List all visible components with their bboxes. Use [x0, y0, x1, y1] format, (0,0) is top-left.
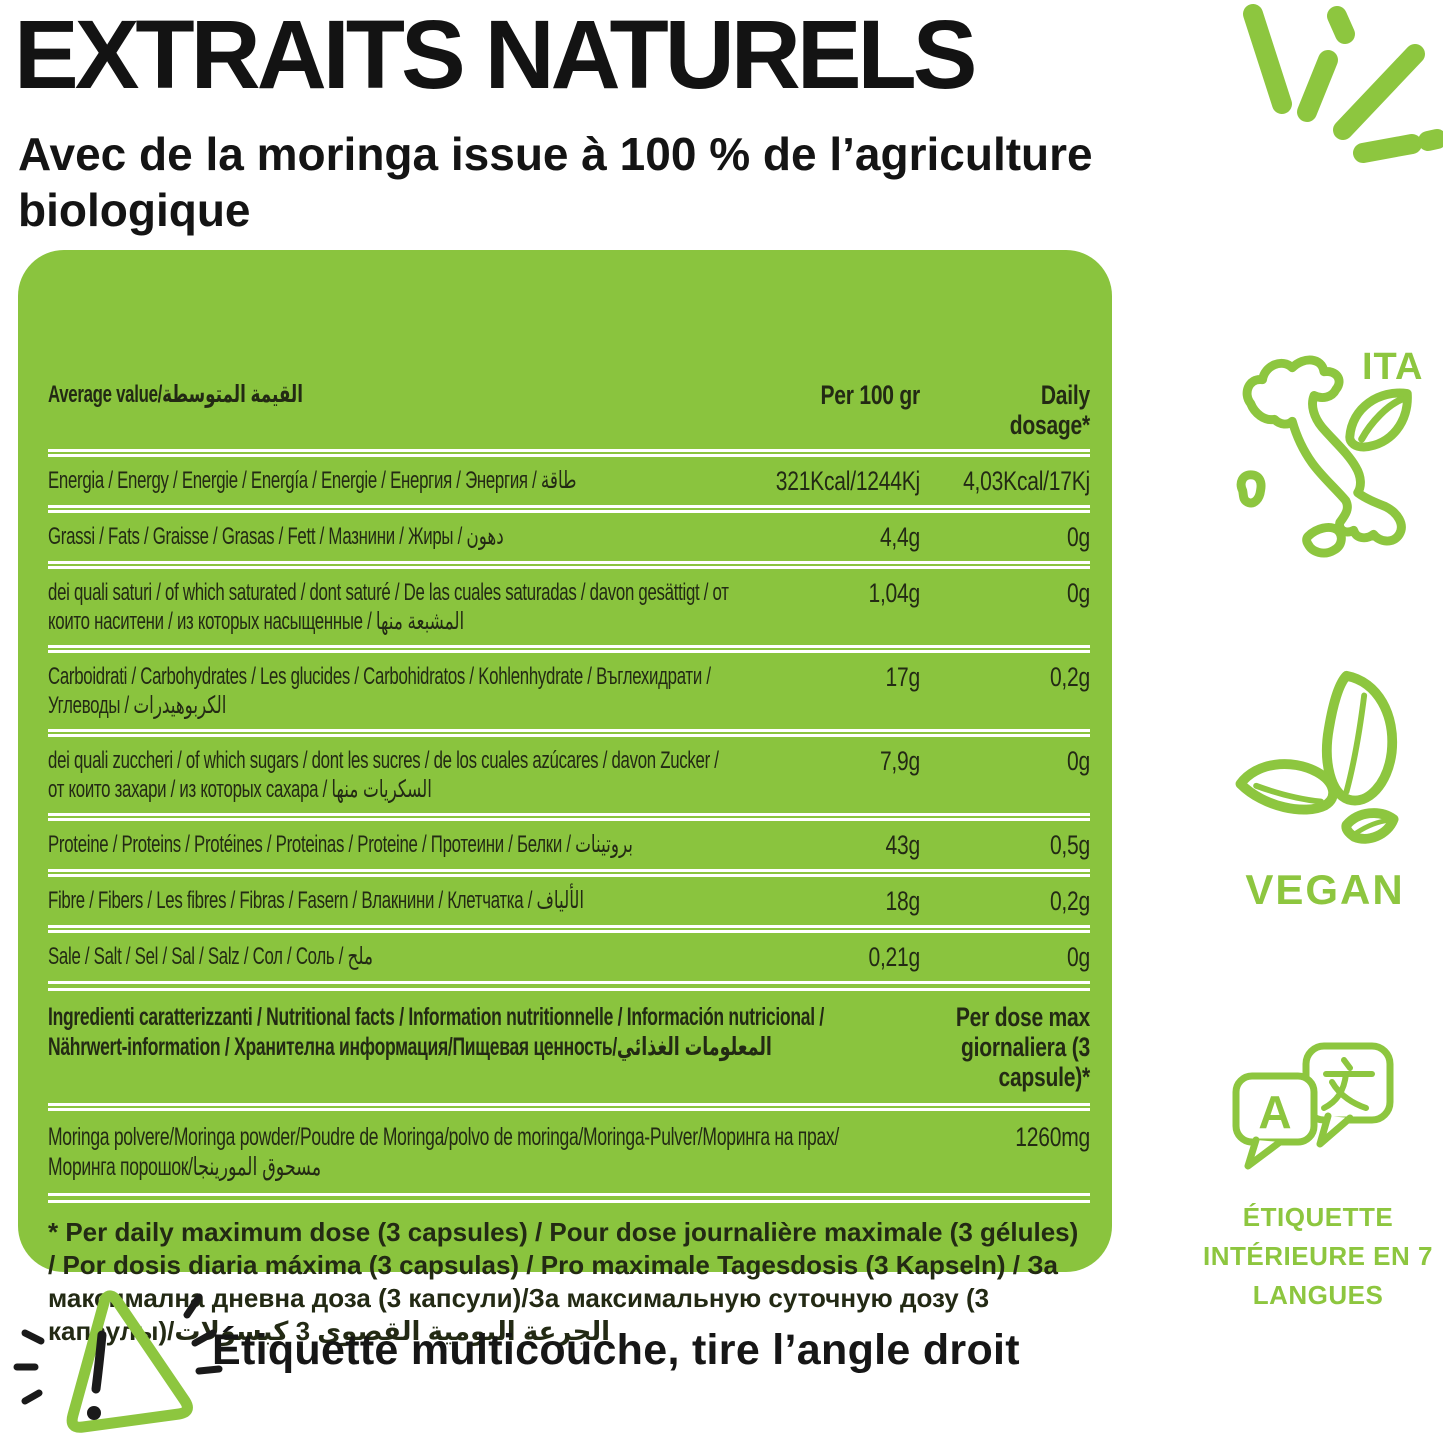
table-header-average-value: Average value/القيمة المتوسطة: [48, 381, 303, 408]
chinese-character: [1321, 1057, 1375, 1111]
row-per100-value: 0,21g: [868, 942, 920, 972]
row-daily-value: 0,2g: [1049, 662, 1090, 692]
languages-label: ÉTIQUETTE INTÉRIEURE EN 7 LANGUES: [1203, 1202, 1433, 1310]
emphasis-dashes: [13, 1293, 223, 1405]
vegan-label: VEGAN: [1245, 866, 1405, 913]
row-label: Grassi / Fats / Graisse / Grasas / Fett …: [48, 523, 504, 550]
leaf-vein: [1358, 396, 1405, 443]
row-daily-value: 4,03Kcal/17Kj: [963, 466, 1090, 496]
row-per100-value: 17g: [885, 662, 921, 692]
row-per100-value: 321Kcal/1244Kj: [775, 466, 920, 496]
table-row-fats: Grassi / Fats / Graisse / Grasas / Fett …: [48, 514, 1090, 560]
vegan-leaves-icon: [1235, 670, 1399, 844]
row-dose-value: 1260mg: [1015, 1122, 1090, 1152]
table-header-per-100: Per 100 gr: [820, 380, 920, 410]
subtitle: Avec de la moringa issue à 100 % de l’ag…: [18, 128, 1093, 237]
row-label: dei quali saturi / of which saturated / …: [48, 579, 729, 635]
sardinia: [1236, 470, 1266, 508]
section-separator: [48, 981, 1090, 991]
italy-map-leaf-icon: [1236, 355, 1412, 558]
row-per100-value: 18g: [885, 886, 921, 916]
table-header-row: Average value/القيمة المتوسطة Per 100 gr…: [48, 372, 1090, 448]
sparkle-rays-icon: [1243, 4, 1443, 163]
page-title: EXTRAITS NATURELS: [14, 0, 977, 109]
table-row-carbohydrates: Carboidrati / Carbohydrates / Les glucid…: [48, 654, 1090, 728]
row-daily-value: 0g: [1067, 578, 1090, 608]
right-bubble: [1302, 1042, 1394, 1124]
separator: [48, 449, 1090, 457]
row-daily-value: 0,2g: [1049, 886, 1090, 916]
per-dose-max-label: Per dose max giornaliera (3 capsule)*: [955, 1002, 1090, 1092]
row-label: Energia / Energy / Energie / Energía / E…: [48, 467, 577, 494]
row-daily-value: 0,5g: [1049, 830, 1090, 860]
row-per100-value: 7,9g: [879, 746, 920, 776]
left-bubble-tail: [1244, 1136, 1284, 1170]
left-leaf-vein: [1253, 782, 1324, 805]
bottom-note-text: Étiquette multicouche, tire l’angle droi…: [212, 1326, 1020, 1374]
exclamation-dot: [87, 1406, 101, 1420]
separator: [48, 813, 1090, 821]
row-per100-value: 43g: [885, 830, 921, 860]
sicily: [1302, 523, 1346, 558]
warning-triangle-icon: [13, 1290, 223, 1433]
table-row-salt: Sale / Salt / Sel / Sal / Salz / Сол / С…: [48, 934, 1090, 980]
left-leaf: [1235, 759, 1338, 815]
row-label: Fibre / Fibers / Les fibres / Fibras / F…: [48, 887, 585, 914]
row-label: Carboidrati / Carbohydrates / Les glucid…: [48, 663, 711, 719]
row-daily-value: 0g: [1067, 746, 1090, 776]
table-row-fibers: Fibre / Fibers / Les fibres / Fibras / F…: [48, 878, 1090, 924]
nutrition-panel: Average value/القيمة المتوسطة Per 100 gr…: [18, 250, 1112, 1346]
separator: [48, 505, 1090, 513]
separator: [48, 645, 1090, 653]
ita-label: ITA: [1362, 346, 1424, 388]
big-leaf: [1321, 670, 1398, 806]
row-label: Moringa polvere/Moringa powder/Poudre de…: [48, 1123, 839, 1181]
table-row-moringa-powder: Moringa polvere/Moringa powder/Poudre de…: [48, 1112, 1090, 1192]
row-label: Proteine / Proteins / Protéines / Protei…: [48, 831, 633, 858]
table-footnote: * Per daily maximum dose (3 capsules) / …: [48, 1217, 1079, 1346]
row-per100-value: 1,04g: [868, 578, 920, 608]
separator: [48, 1103, 1090, 1111]
table-row-energy: Energia / Energy / Energie / Energía / E…: [48, 458, 1090, 504]
table-row-proteins: Proteine / Proteins / Protéines / Protei…: [48, 822, 1090, 868]
separator: [48, 869, 1090, 877]
row-label: dei quali zuccheri / of which sugars / d…: [48, 747, 719, 803]
row-daily-value: 0g: [1067, 522, 1090, 552]
row-label: Sale / Salt / Sel / Sal / Salz / Сол / С…: [48, 943, 373, 970]
letter-a: A: [1258, 1086, 1291, 1138]
separator: [48, 561, 1090, 569]
nutritional-facts-header-row: Ingredienti caratterizzanti / Nutritiona…: [48, 992, 1090, 1102]
table-row-saturated: dei quali saturi / of which saturated / …: [48, 570, 1090, 644]
small-leaf-vein: [1353, 817, 1393, 836]
table-row-sugars: dei quali zuccheri / of which sugars / d…: [48, 738, 1090, 812]
separator: [48, 729, 1090, 737]
exclamation-mark: [91, 1330, 107, 1394]
table-header-daily-dosage: Daily dosage*: [1009, 380, 1091, 440]
separator: [48, 925, 1090, 933]
translation-bubbles-icon: A: [1232, 1042, 1394, 1170]
row-daily-value: 0g: [1067, 942, 1090, 972]
section-separator: [48, 1193, 1090, 1203]
small-leaf: [1341, 808, 1399, 844]
big-leaf-vein: [1343, 692, 1368, 795]
italy-mainland: [1242, 355, 1406, 546]
right-bubble-tail: [1316, 1112, 1354, 1148]
nutritional-facts-label: Ingredienti caratterizzanti / Nutritiona…: [48, 1003, 824, 1061]
row-per100-value: 4,4g: [879, 522, 920, 552]
